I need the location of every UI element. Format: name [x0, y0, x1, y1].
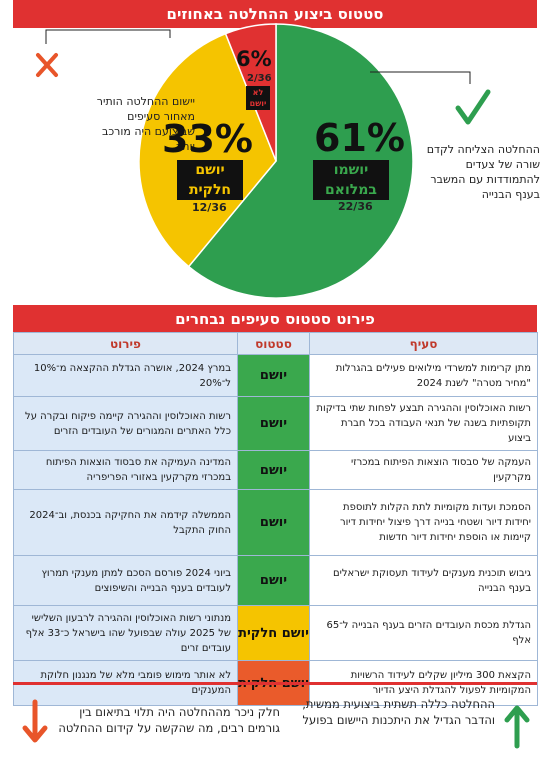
slice-notdone-label: לא יושם — [246, 86, 270, 110]
section-title-banner: פירוט סטטוס סעיפים נבחרים — [13, 305, 537, 332]
slice-done-fraction: 22/36 — [338, 200, 373, 213]
cross-icon — [36, 53, 58, 77]
status-cell: יושם — [237, 489, 310, 556]
table-row: הגדלת מכסת העובדים הזרים בענף הבנייה ל־6… — [13, 605, 538, 661]
clause-cell: הסמכת ועדות מקומיות לתת הקלות לתוספת יחי… — [309, 489, 538, 556]
pie-chart — [36, 23, 491, 299]
column-header-status: סטטוס — [237, 332, 310, 355]
slice-done-percent: 61% — [314, 116, 405, 160]
table-row: העמקה של סבסוד הוצאות הפיתוח במכרזי מקרק… — [13, 450, 538, 490]
slice-notdone-percent: 6% — [236, 47, 272, 71]
right-note: ההחלטה הצליחה לקדם שורה של צעדים להתמודד… — [426, 143, 540, 201]
clause-cell: הגדלת מכסת העובדים הזרים בענף הבנייה ל־6… — [309, 605, 538, 661]
arrow-up-icon — [504, 705, 530, 749]
bottom-divider — [13, 682, 537, 685]
left-note: יישום ההחלטה הותיר מאחור סעיפים שביצועם … — [96, 95, 195, 153]
clause-cell: מתן קרימות למשרדי מילואים פעילים בהגרלות… — [309, 354, 538, 397]
arrow-down-icon — [22, 699, 48, 743]
detail-cell: המדינה העמיקה את סבסוד הוצאות הפיתוח במכ… — [13, 450, 238, 490]
section-title: פירוט סטטוס סעיפים נבחרים — [175, 309, 375, 328]
pie-slice-partial — [138, 32, 277, 268]
slice-partial-percent: 33% — [162, 117, 253, 161]
table-row: הסמכת ועדות מקומיות לתת הקלות לתוספת יחי… — [13, 489, 538, 556]
bottom-right-note: ההחלטה כללה תשתית ביצועית ממשית, והדבר ה… — [302, 697, 495, 727]
table-row: מתן קרימות למשרדי מילואים פעילים בהגרלות… — [13, 354, 538, 397]
status-cell: יושם — [237, 555, 310, 606]
table-row: גיבוש תוכנית מענקים לעידוד תעסוקת ישראלי… — [13, 555, 538, 606]
clauses-table: סעיף סטטוס פירוט מתן קרימות למשרדי מילוא… — [13, 332, 538, 706]
status-cell: יושם — [237, 450, 310, 490]
clause-cell: העמקה של סבסוד הוצאות הפיתוח במכרזי מקרק… — [309, 450, 538, 490]
table-header-row: סעיף סטטוס פירוט — [13, 332, 538, 355]
pie-slice-done — [187, 23, 414, 299]
detail-cell: מנתוני רשות האוכלוסין וההגירה לרבעון השל… — [13, 605, 238, 661]
slice-done-label: יושמו במלואם — [313, 160, 389, 200]
status-cell: יושם — [237, 396, 310, 451]
slice-partial-fraction: 12/36 — [192, 201, 227, 214]
status-cell: יושם — [237, 354, 310, 397]
chart-title: סטטוס ביצוע ההחלטה באחוזים — [166, 5, 384, 23]
check-icon — [455, 89, 491, 125]
clause-cell: רשות האוכלוסין וההגירה תבצע לפחות שתי בד… — [309, 396, 538, 451]
detail-cell: רשות האוכלוסין וההגירה קיימה פיקוח ובקרה… — [13, 396, 238, 451]
column-header-detail: פירוט — [13, 332, 238, 355]
bottom-left-note: חלק ניכר מההחלטה היה תלוי בתיאום בין גור… — [58, 705, 280, 735]
clause-cell: גיבוש תוכנית מענקים לעידוד תעסוקת ישראלי… — [309, 555, 538, 606]
table-row: רשות האוכלוסין וההגירה תבצע לפחות שתי בד… — [13, 396, 538, 451]
slice-notdone-fraction: 2/36 — [247, 73, 272, 84]
detail-cell: הממשלה קידמה את החקיקה בכנסת, וב־2024 הח… — [13, 489, 238, 556]
status-cell: יושם חלקית — [237, 605, 310, 661]
left-note-connector — [45, 29, 171, 44]
detail-cell: במרץ 2024, אושרה הגדלת ההקצאה מ־10% ל־20… — [13, 354, 238, 397]
slice-partial-label: יושם חלקית — [177, 160, 243, 200]
right-note-connector — [370, 71, 471, 84]
detail-cell: ביוני 2024 פורסם הסכם למתן מענקי תמרוץ ל… — [13, 555, 238, 606]
column-header-clause: סעיף — [309, 332, 538, 355]
